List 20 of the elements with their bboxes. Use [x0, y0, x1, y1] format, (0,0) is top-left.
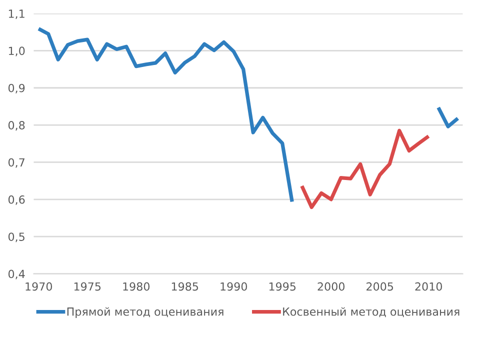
x-tick-label: 1980 — [123, 282, 150, 291]
x-tick-label: 1970 — [26, 282, 52, 291]
y-tick-label: 1,0 — [8, 46, 25, 56]
x-tick-label: 2010 — [415, 282, 442, 291]
y-tick-label: 0,7 — [8, 158, 24, 168]
x-tick-label: 1975 — [74, 282, 101, 291]
x-tick-label: 1995 — [269, 282, 296, 291]
y-tick-label: 0,5 — [8, 232, 24, 242]
y-tick-label: 0,8 — [8, 121, 25, 131]
legend-label: Косвенный метод оценивания — [283, 307, 460, 318]
line-series — [300, 128, 430, 210]
y-tick-label: 0,9 — [8, 84, 25, 94]
x-tick-label: 1985 — [172, 282, 198, 291]
y-tick-label: 0,6 — [8, 195, 25, 205]
x-tick-label: 2005 — [366, 282, 394, 291]
y-tick-label: 0,4 — [8, 270, 25, 280]
x-tick-label: 1990 — [220, 282, 248, 291]
legend-label: Прямой метод оценивания — [67, 307, 224, 318]
y-tick-label: 1,1 — [8, 10, 24, 20]
x-tick-label: 2000 — [318, 282, 344, 291]
